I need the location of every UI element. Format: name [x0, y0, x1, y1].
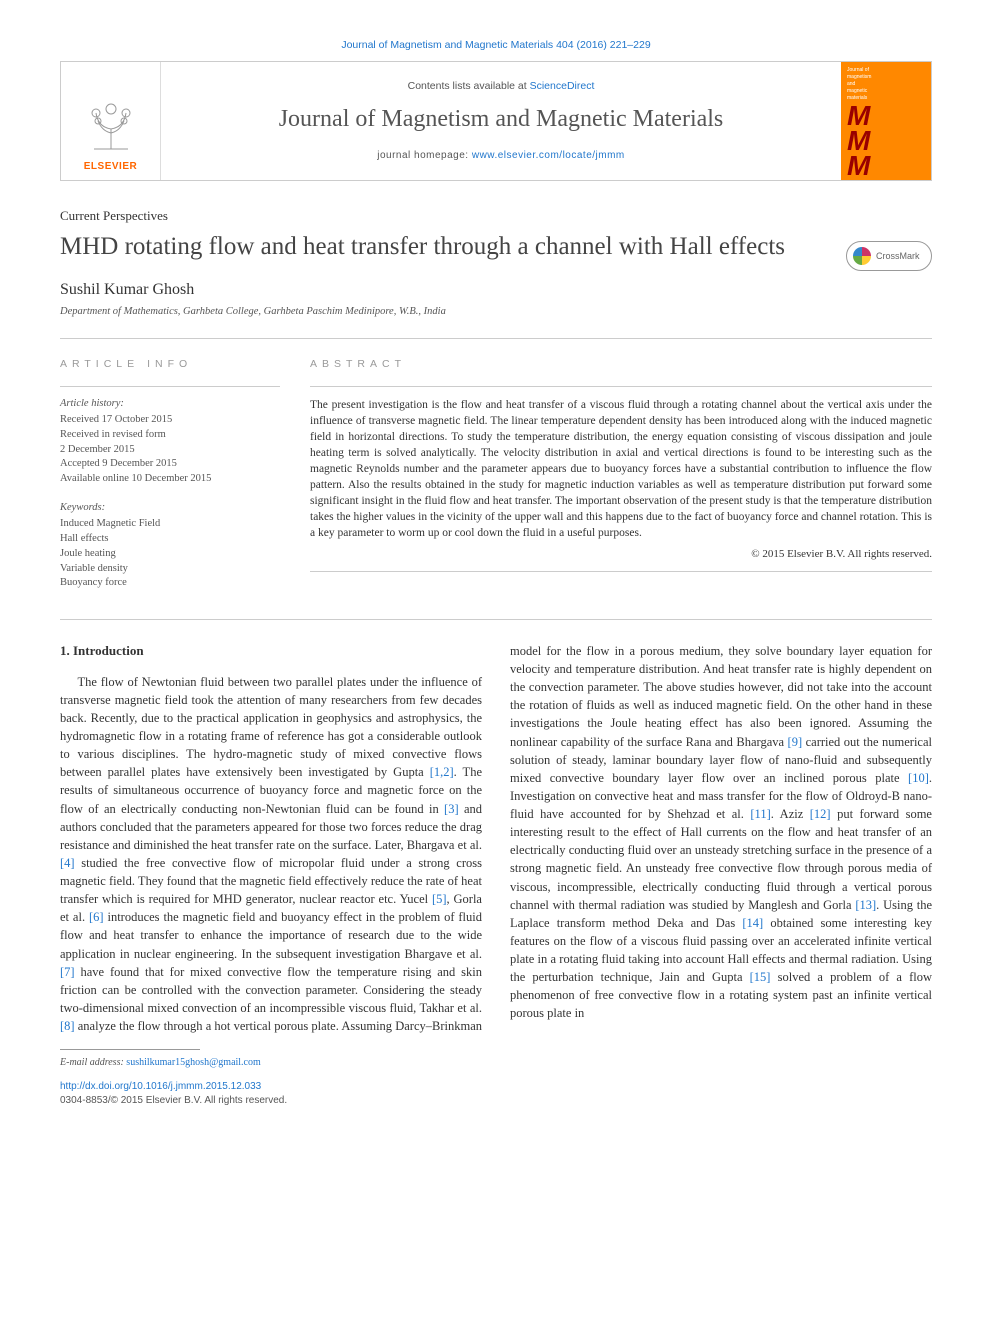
elsevier-tree-icon: [87, 98, 135, 156]
citation-link[interactable]: [3]: [444, 802, 459, 816]
body-text: introduces the magnetic field and buoyan…: [60, 910, 482, 960]
meta-row: ARTICLE INFO Article history: Received 1…: [60, 338, 932, 591]
keyword: Buoyancy force: [60, 576, 280, 591]
citation-link[interactable]: [12]: [810, 807, 831, 821]
article-title: MHD rotating flow and heat transfer thro…: [60, 231, 830, 262]
homepage-prefix: journal homepage:: [377, 150, 472, 161]
journal-header-card: ELSEVIER Contents lists available at Sci…: [60, 61, 932, 181]
publisher-block: ELSEVIER: [61, 62, 161, 180]
body-columns: 1. Introduction The flow of Newtonian fl…: [60, 642, 932, 1035]
email-label: E-mail address:: [60, 1057, 126, 1068]
citation-link[interactable]: [5]: [432, 892, 447, 906]
body-top-rule: [60, 619, 932, 620]
abstract-copyright: © 2015 Elsevier B.V. All rights reserved…: [310, 547, 932, 562]
keywords-label: Keywords:: [60, 501, 280, 516]
history-item: Accepted 9 December 2015: [60, 457, 280, 472]
publisher-name: ELSEVIER: [84, 160, 137, 174]
contents-available-line: Contents lists available at ScienceDirec…: [408, 79, 595, 94]
header-center: Contents lists available at ScienceDirec…: [161, 62, 841, 180]
citation-link[interactable]: [9]: [788, 735, 803, 749]
citation-link[interactable]: [7]: [60, 965, 75, 979]
citation-link[interactable]: [8]: [60, 1019, 75, 1033]
citation-link[interactable]: [1,2]: [430, 765, 454, 779]
citation-link[interactable]: [13]: [855, 898, 876, 912]
contents-prefix: Contents lists available at: [408, 80, 530, 92]
cover-line: magnetism: [847, 75, 925, 80]
citation-link[interactable]: [15]: [750, 970, 771, 984]
article-type: Current Perspectives: [60, 207, 932, 225]
citation-link[interactable]: [10]: [908, 771, 929, 785]
abstract-text: The present investigation is the flow an…: [310, 397, 932, 542]
keyword: Hall effects: [60, 532, 280, 547]
crossmark-icon: [853, 247, 871, 265]
cover-line: magnetic: [847, 89, 925, 94]
journal-cover-thumb: Journal of magnetism and magnetic materi…: [841, 62, 931, 180]
homepage-line: journal homepage: www.elsevier.com/locat…: [377, 149, 625, 163]
abstract-rule-top: [310, 386, 932, 387]
keyword: Variable density: [60, 562, 280, 577]
article-info-heading: ARTICLE INFO: [60, 357, 280, 372]
journal-title: Journal of Magnetism and Magnetic Materi…: [279, 103, 724, 137]
abstract-rule-bottom: [310, 571, 932, 572]
email-link[interactable]: sushilkumar15ghosh@gmail.com: [126, 1057, 260, 1068]
body-text: have found that for mixed convective flo…: [60, 965, 482, 997]
homepage-link[interactable]: www.elsevier.com/locate/jmmm: [472, 150, 625, 161]
issn-copyright: 0304-8853/© 2015 Elsevier B.V. All right…: [60, 1094, 932, 1108]
citation-link[interactable]: [4]: [60, 856, 75, 870]
article-info-block: ARTICLE INFO Article history: Received 1…: [60, 357, 280, 591]
cover-m-icon: M: [847, 105, 925, 126]
info-rule: [60, 386, 280, 387]
citation-link[interactable]: [11]: [750, 807, 770, 821]
body-text: . Aziz: [771, 807, 810, 821]
sciencedirect-link[interactable]: ScienceDirect: [530, 80, 595, 92]
body-text: two-dimensional mixed convection of an i…: [60, 1001, 482, 1015]
crossmark-label: CrossMark: [876, 250, 920, 263]
cover-line: Journal of: [847, 68, 925, 73]
corresponding-email: E-mail address: sushilkumar15ghosh@gmail…: [60, 1056, 932, 1070]
history-item: 2 December 2015: [60, 443, 280, 458]
title-row: MHD rotating flow and heat transfer thro…: [60, 231, 932, 271]
body-paragraph: The flow of Newtonian fluid between two …: [60, 642, 932, 1035]
history-label: Article history:: [60, 397, 280, 412]
crossmark-badge[interactable]: CrossMark: [846, 241, 932, 271]
body-text: studied the free convective flow of micr…: [60, 856, 482, 906]
footnote-rule: [60, 1049, 200, 1050]
history-item: Received 17 October 2015: [60, 413, 280, 428]
abstract-heading: ABSTRACT: [310, 357, 932, 372]
cover-m-icon: M: [847, 130, 925, 151]
cover-m-icon: M: [847, 155, 925, 176]
keyword: Joule heating: [60, 547, 280, 562]
body-text: The flow of Newtonian fluid between two …: [60, 675, 482, 780]
keyword: Induced Magnetic Field: [60, 517, 280, 532]
running-head: Journal of Magnetism and Magnetic Materi…: [60, 38, 932, 53]
history-item: Available online 10 December 2015: [60, 472, 280, 487]
body-text: put forward some interesting result to t…: [510, 807, 932, 912]
citation-link[interactable]: [6]: [89, 910, 104, 924]
history-item: Received in revised form: [60, 428, 280, 443]
doi-link[interactable]: http://dx.doi.org/10.1016/j.jmmm.2015.12…: [60, 1080, 932, 1094]
section-heading: 1. Introduction: [60, 642, 482, 661]
cover-line: and: [847, 82, 925, 87]
author-affiliation: Department of Mathematics, Garhbeta Coll…: [60, 305, 932, 320]
author-name: Sushil Kumar Ghosh: [60, 279, 932, 301]
abstract-block: ABSTRACT The present investigation is th…: [310, 357, 932, 591]
citation-link[interactable]: [14]: [742, 916, 763, 930]
